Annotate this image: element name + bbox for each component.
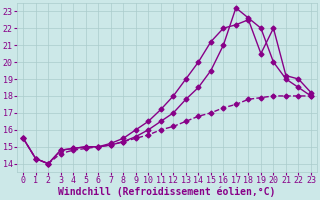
X-axis label: Windchill (Refroidissement éolien,°C): Windchill (Refroidissement éolien,°C) (58, 187, 276, 197)
